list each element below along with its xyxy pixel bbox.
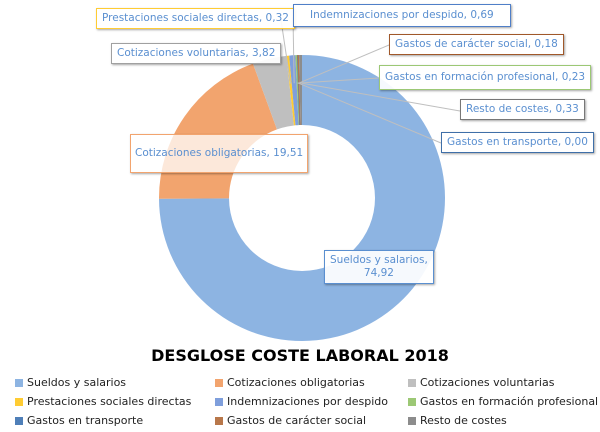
legend-label: Prestaciones sociales directas: [27, 395, 192, 408]
legend-swatch: [215, 416, 223, 425]
leader-line-transporte: [298, 82, 442, 144]
legend-swatch: [15, 416, 23, 425]
slice-resto: [299, 55, 302, 126]
legend-item-prestaciones: Prestaciones sociales directas: [15, 395, 191, 408]
legend-swatch: [408, 416, 416, 425]
data-label-sueldos-value: 74,92: [363, 267, 394, 279]
slice-indemnizaciones: [289, 55, 299, 126]
data-label-resto: Resto de costes, 0,33: [460, 99, 585, 120]
legend-label: Sueldos y salarios: [27, 376, 127, 389]
legend-swatch: [15, 378, 23, 387]
legend-label: Resto de costes: [420, 414, 507, 427]
legend-item-transporte: Gastos en transporte: [15, 414, 143, 427]
legend-swatch: [408, 397, 416, 406]
data-label-caracter-social: Gastos de carácter social, 0,18: [389, 34, 564, 55]
legend-item-sueldos: Sueldos y salarios: [15, 376, 126, 389]
legend-item-formacion: Gastos en formación profesional: [408, 395, 598, 408]
data-label-sueldos: Sueldos y salarios, 74,92: [324, 250, 434, 284]
data-label-prestaciones: Prestaciones sociales directas, 0,32: [96, 8, 295, 29]
slice-transporte: [296, 55, 301, 126]
slice-formacion: [295, 55, 300, 126]
legend-swatch: [408, 378, 416, 387]
slice-caracter-social: [297, 55, 301, 126]
data-label-formacion: Gastos en formación profesional, 0,23: [379, 65, 592, 90]
legend-label: Cotizaciones voluntarias: [420, 376, 555, 389]
leader-line-prestaciones: [280, 19, 292, 84]
data-label-sueldos-name: Sueldos y salarios,: [330, 254, 428, 266]
slice-voluntarias: [252, 55, 294, 130]
legend-item-resto: Resto de costes: [408, 414, 507, 427]
chart-title: DESGLOSE COSTE LABORAL 2018: [151, 346, 449, 365]
legend-swatch: [215, 378, 223, 387]
legend-swatch: [15, 397, 23, 406]
leader-line-caracter-social: [298, 44, 390, 84]
data-label-indemnizaciones: Indemnizaciones por despido, 0,69: [293, 4, 511, 27]
legend-label: Cotizaciones obligatorias: [227, 376, 365, 389]
legend-item-indemnizaciones: Indemnizaciones por despido: [215, 395, 388, 408]
leader-line-formacion: [297, 77, 380, 84]
legend-label: Gastos en formación profesional: [420, 395, 599, 408]
slice-obligatorias: [159, 63, 277, 199]
legend-swatch: [215, 397, 223, 406]
legend-label: Gastos en transporte: [27, 414, 144, 427]
data-label-obligatorias: Cotizaciones obligatorias, 19,51: [130, 134, 309, 173]
legend-label: Gastos de carácter social: [227, 414, 367, 427]
legend-item-voluntarias: Cotizaciones voluntarias: [408, 376, 554, 389]
data-label-transporte: Gastos en transporte, 0,00: [441, 132, 594, 153]
data-label-voluntarias: Cotizaciones voluntarias, 3,82: [111, 43, 282, 64]
legend-label: Indemnizaciones por despido: [227, 395, 388, 408]
leader-line-resto: [300, 82, 461, 112]
legend-item-obligatorias: Cotizaciones obligatorias: [215, 376, 365, 389]
legend-item-caracter-social: Gastos de carácter social: [215, 414, 366, 427]
